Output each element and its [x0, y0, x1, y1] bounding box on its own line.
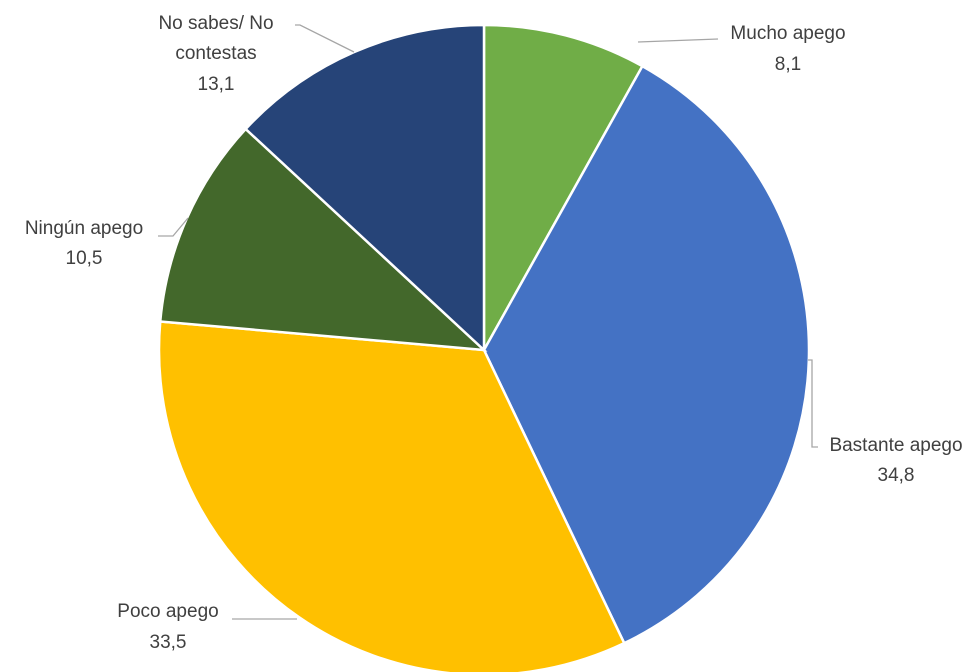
label-mucho-value: 8,1 [775, 54, 801, 75]
label-bastante-value: 34,8 [878, 465, 915, 486]
label-ningun-value: 10,5 [66, 248, 103, 269]
leader-line-bastante [808, 359, 818, 448]
leader-line-mucho [637, 38, 719, 43]
pie-slices [157, 23, 811, 672]
label-poco-category: Poco apego [117, 601, 218, 622]
leader-line-ningun [158, 217, 189, 237]
label-nosabes-category-line2: contestas [175, 43, 256, 64]
label-bastante-category: Bastante apego [829, 435, 962, 456]
label-ningun-category: Ningún apego [25, 218, 143, 239]
label-nosabes-category-line1: No sabes/ No [158, 13, 273, 34]
label-nosabes-value: 13,1 [198, 74, 235, 95]
data-labels: Mucho apego 8,1 Bastante apego 34,8 Poco… [25, 13, 963, 653]
leader-lines [158, 24, 818, 620]
leader-line-nosabes [295, 24, 355, 53]
slice-mucho-apego [482, 23, 645, 355]
slice-poco-apego [157, 320, 626, 672]
label-mucho-category: Mucho apego [730, 23, 845, 44]
slice-no-sabes [243, 23, 486, 353]
label-poco-value: 33,5 [150, 632, 187, 653]
